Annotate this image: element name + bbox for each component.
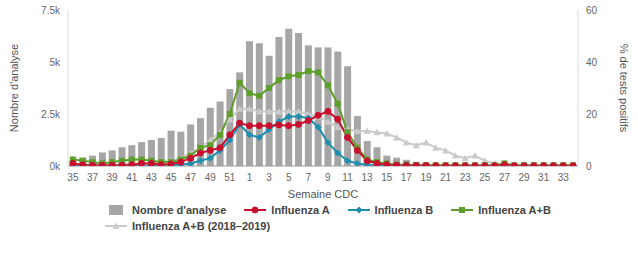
svg-text:31: 31 (538, 172, 550, 183)
html-text:Influenza A+B: Influenza A+B (478, 204, 551, 216)
svg-text:27: 27 (499, 172, 511, 183)
svg-text:20: 20 (586, 109, 598, 120)
svg-text:49: 49 (205, 172, 217, 183)
svg-text:13: 13 (362, 172, 374, 183)
svg-text:35: 35 (67, 172, 79, 183)
svg-text:1: 1 (247, 172, 253, 183)
svg-text:3: 3 (266, 172, 272, 183)
svg-text:41: 41 (126, 172, 138, 183)
svg-text:33: 33 (558, 172, 570, 183)
svg-text:21: 21 (440, 172, 452, 183)
svg-text:23: 23 (460, 172, 472, 183)
svg-text:7: 7 (306, 172, 312, 183)
svg-text:2.5k: 2.5k (41, 109, 61, 120)
svg-text:9: 9 (325, 172, 331, 183)
html-text:Influenza A+B (2018–2019): Influenza A+B (2018–2019) (132, 220, 271, 232)
svg-text:40: 40 (586, 57, 598, 68)
svg-text:39: 39 (107, 172, 119, 183)
svg-text:7.5k: 7.5k (41, 5, 61, 16)
svg-text:43: 43 (146, 172, 158, 183)
html-text:Influenza B: Influenza B (374, 204, 434, 216)
svg-text:47: 47 (185, 172, 197, 183)
svg-text:% de tests positifs: % de tests positifs (618, 44, 630, 133)
svg-text:37: 37 (87, 172, 99, 183)
svg-text:0k: 0k (49, 161, 61, 172)
svg-text:17: 17 (401, 172, 413, 183)
svg-text:15: 15 (381, 172, 393, 183)
svg-text:45: 45 (165, 172, 177, 183)
html-text:Influenza A: Influenza A (271, 204, 330, 216)
svg-text:11: 11 (342, 172, 353, 183)
svg-text:25: 25 (479, 172, 491, 183)
svg-text:Semaine CDC: Semaine CDC (288, 188, 358, 200)
html-text:Nombre d'analyse: Nombre d'analyse (132, 204, 227, 216)
svg-text:29: 29 (518, 172, 530, 183)
svg-text:0: 0 (586, 161, 592, 172)
svg-text:5k: 5k (49, 57, 61, 68)
svg-text:5: 5 (286, 172, 292, 183)
svg-text:51: 51 (224, 172, 236, 183)
svg-text:19: 19 (420, 172, 432, 183)
svg-text:60: 60 (586, 5, 598, 16)
svg-text:Nombre d'analyse: Nombre d'analyse (8, 44, 20, 132)
